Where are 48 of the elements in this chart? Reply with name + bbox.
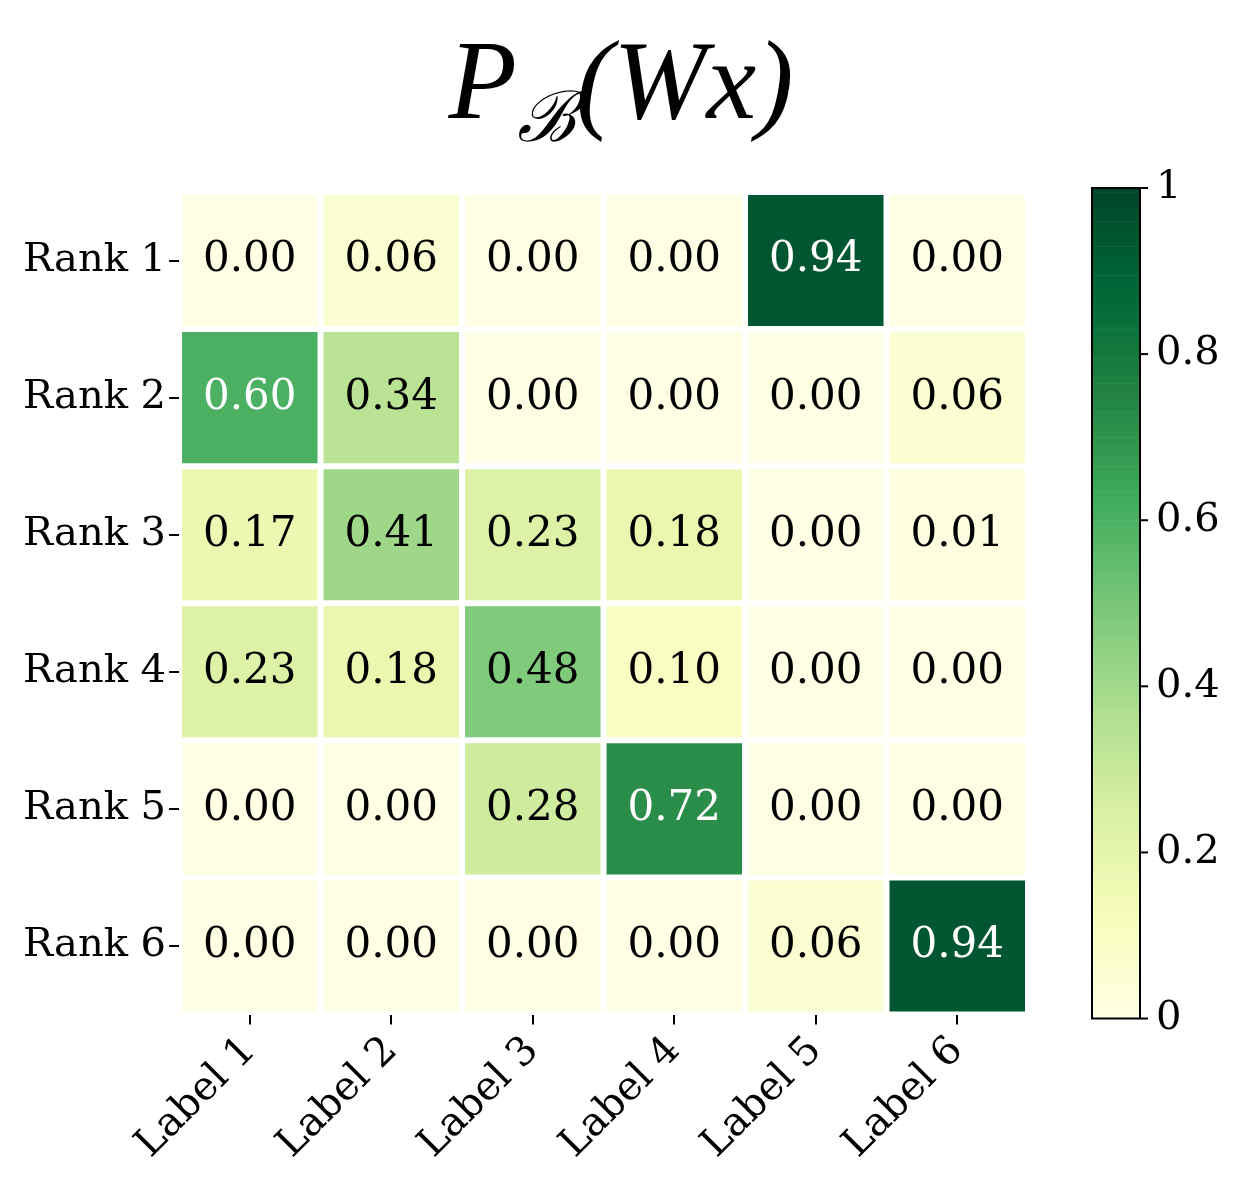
data-label: 0.06 (910, 369, 1005, 419)
color-bar-label: 0 (1156, 991, 1182, 1038)
data-label: 0.41 (344, 506, 439, 556)
color-bar-label: 0.4 (1156, 659, 1220, 706)
data-label: 0.60 (203, 369, 297, 419)
data-label: 0.23 (203, 643, 297, 693)
data-label: 0.18 (344, 643, 439, 693)
y-tick-label: Rank 4 (23, 645, 167, 692)
data-label: 0.00 (627, 369, 722, 419)
data-label: 0.00 (344, 780, 439, 830)
data-label: 0.00 (769, 780, 863, 830)
y-tick-label: Rank 1 (23, 233, 167, 280)
data-label: 0.10 (627, 643, 722, 693)
data-label: 0.28 (486, 780, 580, 830)
y-tick-label: Rank 5 (23, 782, 167, 829)
color-bar-label: 0.8 (1156, 327, 1220, 374)
data-label: 0.06 (769, 917, 863, 967)
data-label: 0.00 (486, 232, 580, 282)
data-label: 0.00 (910, 643, 1005, 693)
data-label: 0.17 (203, 506, 297, 556)
data-label: 0.00 (344, 917, 439, 967)
data-label: 0.06 (344, 232, 439, 282)
data-label: 0.00 (627, 232, 722, 282)
data-label: 0.18 (627, 506, 722, 556)
data-label: 0.94 (769, 232, 863, 282)
y-tick-label: Rank 2 (23, 371, 167, 418)
data-label: 0.00 (203, 232, 297, 282)
data-label: 0.00 (203, 917, 297, 967)
data-label: 0.72 (627, 780, 722, 830)
data-label: 0.00 (486, 369, 580, 419)
data-label: 0.00 (910, 232, 1005, 282)
color-bar-label: 0.6 (1156, 493, 1220, 540)
data-label: 0.00 (769, 506, 863, 556)
data-label: 0.23 (486, 506, 580, 556)
y-tick-label: Rank 3 (23, 508, 167, 555)
color-bar-label: 0.2 (1156, 825, 1220, 872)
data-label: 0.00 (203, 780, 297, 830)
data-label: 0.01 (910, 506, 1005, 556)
color-bar-label: 1 (1156, 161, 1182, 208)
data-label: 0.00 (627, 917, 722, 967)
data-label: 0.34 (344, 369, 439, 419)
y-tick-label: Rank 6 (23, 919, 167, 966)
data-label: 0.48 (486, 643, 580, 693)
data-label: 0.00 (486, 917, 580, 967)
data-label: 0.00 (910, 780, 1005, 830)
data-label: 0.00 (769, 643, 863, 693)
data-label: 0.00 (769, 369, 863, 419)
data-label: 0.94 (910, 917, 1005, 967)
